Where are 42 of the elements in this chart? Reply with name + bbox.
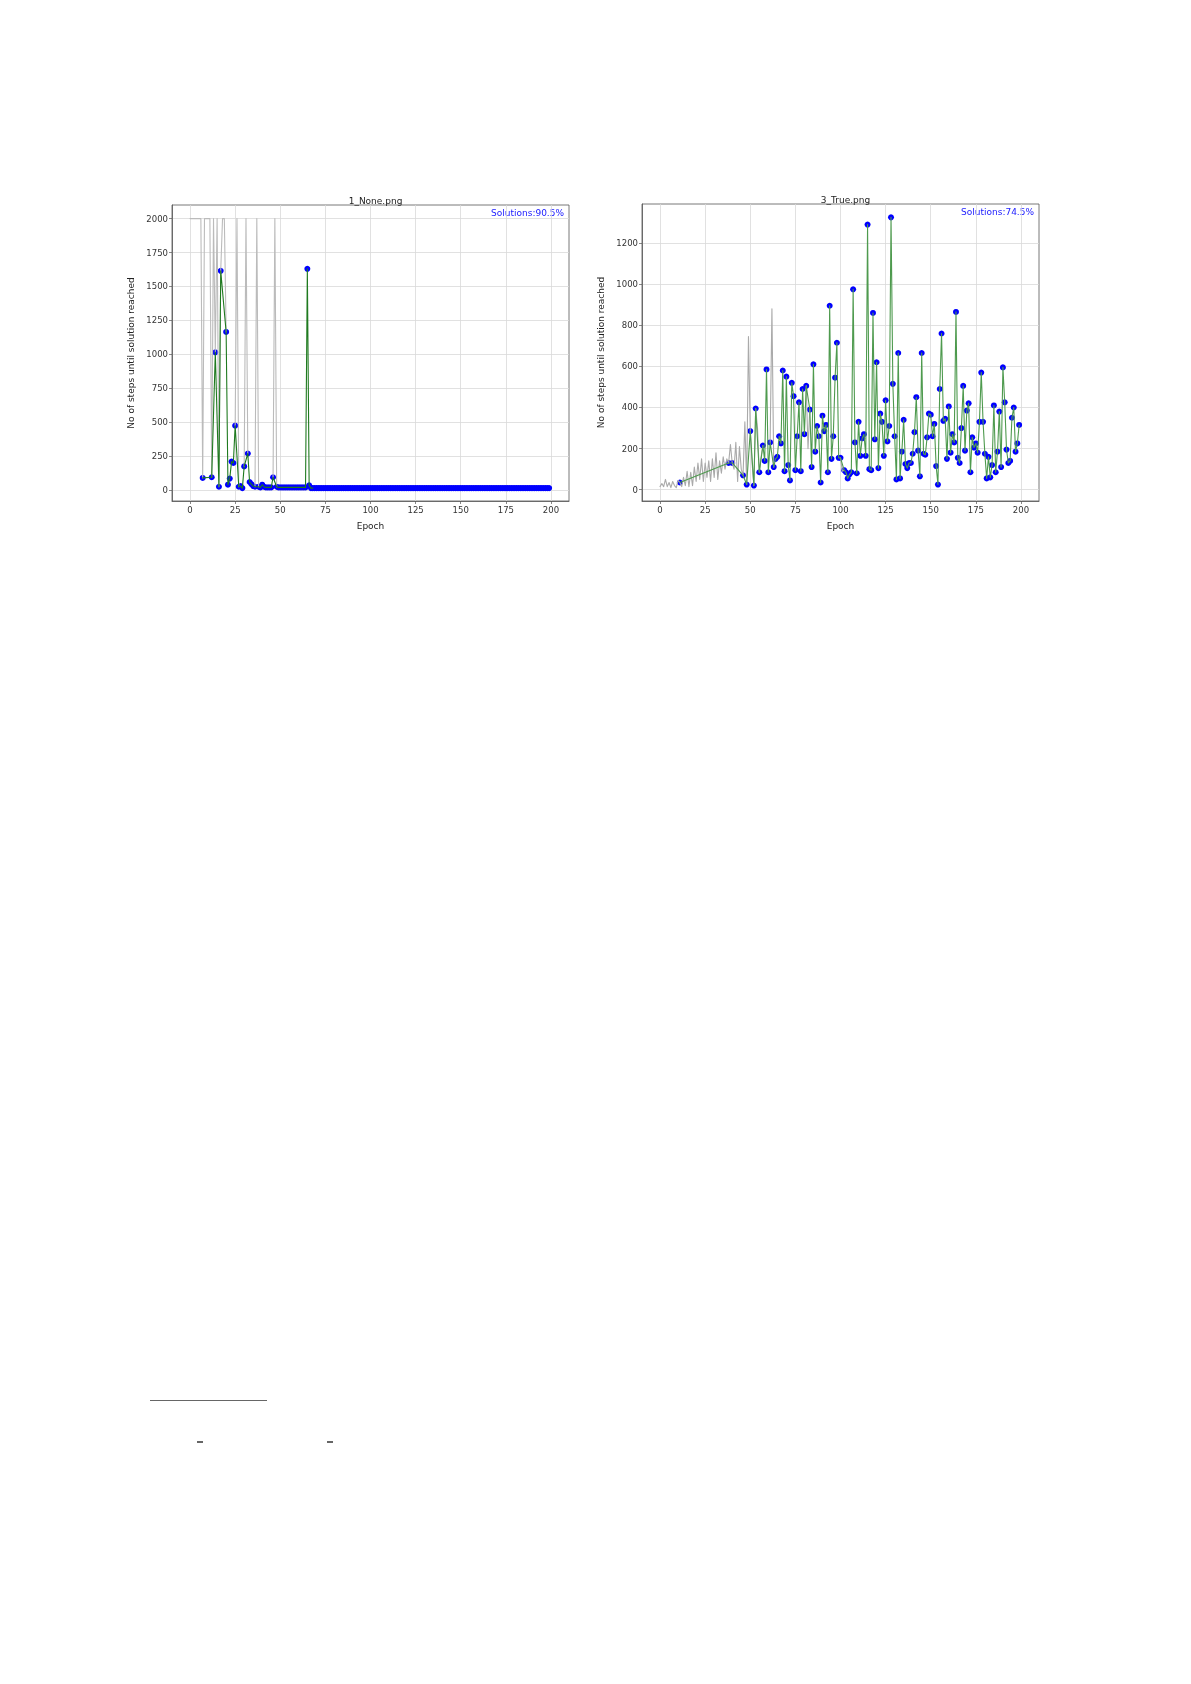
y-tick-label: 1750 <box>146 247 168 258</box>
x-tick-label: 200 <box>1012 504 1030 515</box>
y-tick-label: 1250 <box>146 315 168 326</box>
chart-title: 3_True.png <box>820 194 871 205</box>
x-tick-label: 75 <box>789 504 801 515</box>
x-tick-label: 0 <box>657 504 663 515</box>
x-tick-label: 125 <box>877 504 894 515</box>
x-tick-label: 100 <box>832 504 849 515</box>
y-tick-label: 1500 <box>146 281 168 292</box>
annotation: Solutions:74.5% <box>961 206 1035 217</box>
y-tick-label: 600 <box>621 361 638 372</box>
y-tick-label: 200 <box>621 443 638 454</box>
x-tick-label: 175 <box>497 504 514 515</box>
annotation: Solutions:90.5% <box>491 207 565 218</box>
y-tick-label: 1000 <box>146 349 168 360</box>
x-tick-label: 50 <box>274 504 286 515</box>
x-tick-label: 100 <box>362 504 379 515</box>
y-tick-label: 800 <box>621 320 638 331</box>
y-axis-title: No of steps until solution reached <box>125 277 136 429</box>
x-tick-label: 0 <box>187 504 193 515</box>
y-tick-label: 0 <box>162 485 168 496</box>
x-tick-label: 75 <box>319 504 331 515</box>
x-tick-label: 200 <box>542 504 560 515</box>
y-tick-label: 500 <box>151 417 168 428</box>
x-tick-label: 25 <box>229 504 241 515</box>
y-tick-label: 0 <box>632 484 638 495</box>
x-axis-title: Epoch <box>356 520 385 531</box>
x-axis-title: Epoch <box>826 520 855 531</box>
y-tick-label: 1200 <box>616 238 638 249</box>
x-tick-label: 150 <box>922 504 939 515</box>
x-tick-label: 50 <box>744 504 756 515</box>
y-tick-label: 2000 <box>146 213 168 224</box>
y-tick-label: 1000 <box>616 279 638 290</box>
y-axis-title: No of steps until solution reached <box>595 276 606 429</box>
y-tick-label: 750 <box>151 383 168 394</box>
x-tick-label: 150 <box>452 504 469 515</box>
x-tick-label: 25 <box>699 504 711 515</box>
y-tick-label: 400 <box>621 402 638 413</box>
y-tick-label: 250 <box>151 451 168 462</box>
x-tick-label: 175 <box>967 504 984 515</box>
chart-title: 1_None.png <box>348 195 403 206</box>
x-tick-label: 125 <box>407 504 424 515</box>
